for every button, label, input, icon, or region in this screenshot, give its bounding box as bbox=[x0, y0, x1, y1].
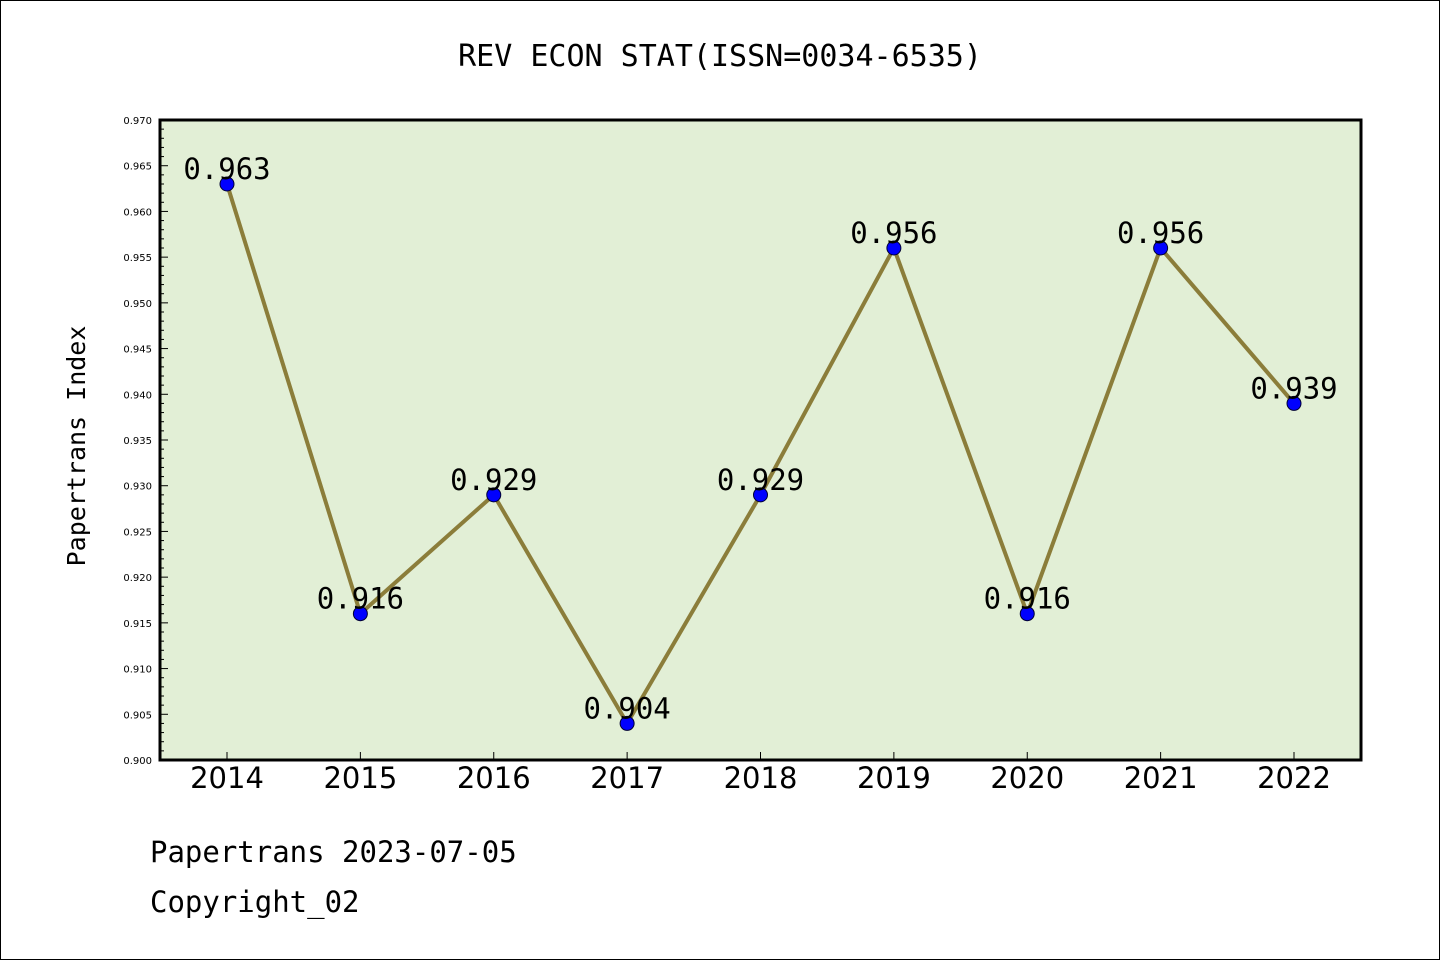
y-tick-label: 0.900 bbox=[123, 756, 152, 767]
data-point bbox=[219, 176, 235, 192]
y-tick-label: 0.910 bbox=[123, 665, 152, 676]
y-tick-label: 0.950 bbox=[123, 299, 152, 310]
data-point bbox=[352, 606, 368, 622]
chart-title: REV ECON STAT(ISSN=0034-6535) bbox=[458, 39, 982, 74]
data-label: 0.929 bbox=[450, 463, 537, 497]
y-tick-label: 0.920 bbox=[123, 573, 152, 584]
x-axis: 2014 2015 2016 2017 2018 2019 2020 2021 2022 bbox=[190, 752, 1331, 795]
x-tick-label: 2020 bbox=[990, 761, 1064, 795]
y-tick-label: 0.945 bbox=[123, 345, 152, 356]
y-tick-label: 0.940 bbox=[123, 390, 152, 401]
plot-border bbox=[158, 118, 1363, 762]
x-tick-label: 2016 bbox=[457, 761, 531, 795]
x-tick-label: 2014 bbox=[190, 761, 264, 795]
data-label: 0.956 bbox=[850, 216, 937, 250]
data-label: 0.916 bbox=[984, 582, 1071, 616]
data-label: 0.956 bbox=[1117, 216, 1204, 250]
x-tick-label: 2019 bbox=[857, 761, 931, 795]
data-point bbox=[486, 487, 502, 503]
y-tick-label: 0.905 bbox=[123, 710, 152, 721]
x-tick-label: 2017 bbox=[590, 761, 664, 795]
y-axis-label: Papertrans Index bbox=[62, 326, 91, 567]
data-labels: 0.963 0.916 0.929 0.904 0.929 0.956 0.916 0.956… bbox=[183, 152, 1337, 725]
y-tick-label: 0.935 bbox=[123, 436, 152, 447]
data-points bbox=[219, 176, 1302, 731]
data-label: 0.904 bbox=[583, 691, 670, 725]
y-tick-label: 0.930 bbox=[123, 482, 152, 493]
data-point bbox=[1019, 606, 1035, 622]
x-tick-label: 2022 bbox=[1257, 761, 1331, 795]
data-point bbox=[1153, 240, 1169, 256]
y-tick-label: 0.960 bbox=[123, 207, 152, 218]
data-point bbox=[1286, 395, 1302, 411]
y-tick-label: 0.925 bbox=[123, 527, 152, 538]
plot-area bbox=[160, 120, 1361, 760]
data-label: 0.929 bbox=[717, 463, 804, 497]
data-label: 0.916 bbox=[317, 582, 404, 616]
x-tick-label: 2015 bbox=[323, 761, 397, 795]
data-point bbox=[886, 240, 902, 256]
y-tick-label: 0.970 bbox=[123, 116, 152, 127]
x-tick-label: 2018 bbox=[724, 761, 798, 795]
data-point bbox=[619, 715, 635, 731]
footer-copyright: Copyright_02 bbox=[150, 885, 360, 919]
x-tick-label: 2021 bbox=[1124, 761, 1198, 795]
data-label: 0.939 bbox=[1250, 371, 1337, 405]
data-label: 0.963 bbox=[183, 152, 270, 186]
y-tick-label: 0.955 bbox=[123, 253, 152, 264]
y-axis: 0.900 0.905 0.910 0.915 0.920 0.925 0.930 0.935… bbox=[123, 116, 168, 767]
y-tick-label: 0.965 bbox=[123, 162, 152, 173]
y-tick-label: 0.915 bbox=[123, 619, 152, 630]
data-point bbox=[753, 487, 768, 503]
footer-date: Papertrans 2023-07-05 bbox=[150, 835, 517, 869]
